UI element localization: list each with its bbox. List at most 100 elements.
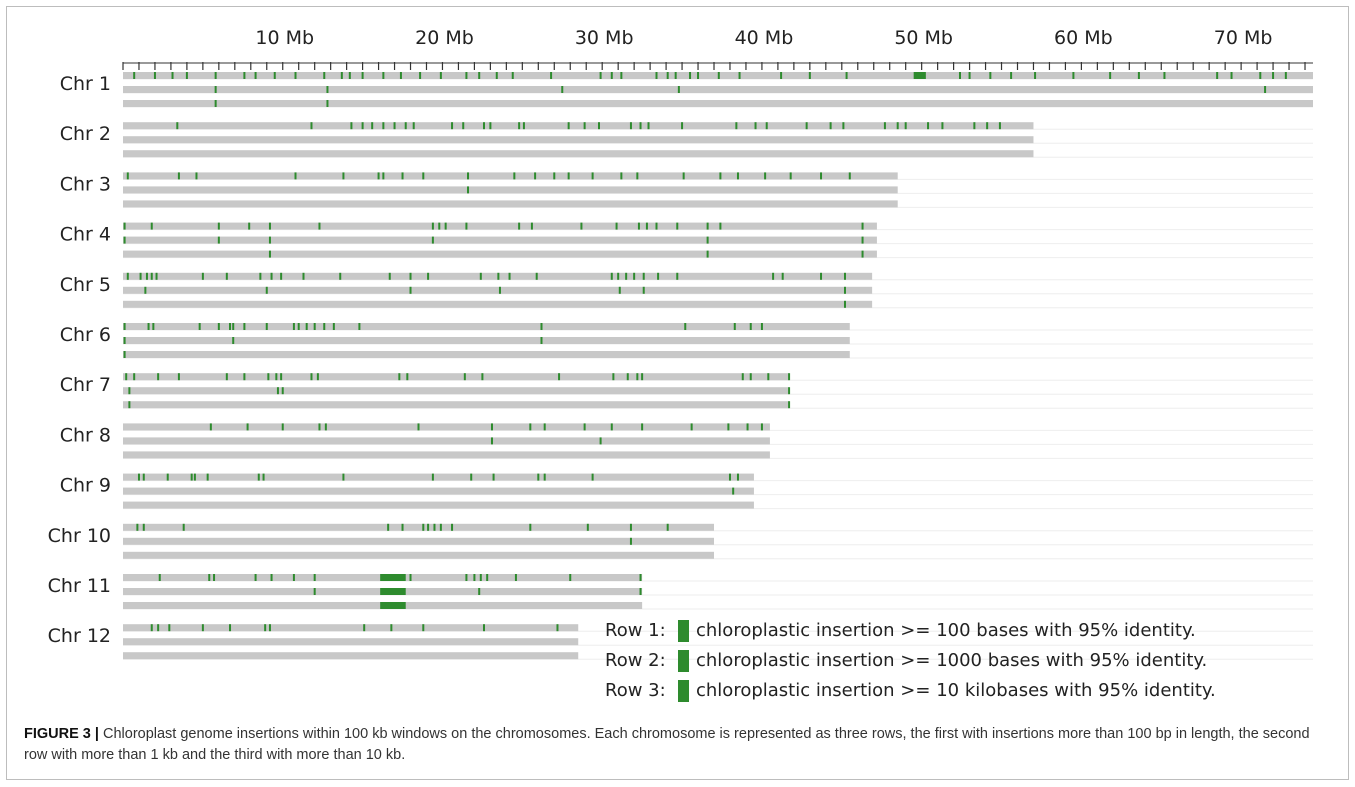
chromosome-group: Chr 7 [60, 373, 1313, 409]
x-axis-tick-label: 60 Mb [1054, 27, 1113, 49]
insertion-mark [625, 272, 628, 280]
insertion-mark [358, 323, 361, 330]
insertion-mark [765, 122, 768, 130]
insertion-mark [361, 72, 364, 79]
insertion-mark [522, 122, 525, 130]
insertion-mark [583, 122, 586, 130]
insertion-mark [324, 423, 327, 431]
chromosome-track-row [123, 186, 898, 194]
insertion-mark [486, 574, 489, 581]
insertion-mark [986, 122, 989, 130]
legend: Row 1: chloroplastic insertion >= 100 bas… [605, 620, 1216, 702]
insertion-mark [190, 473, 193, 481]
insertion-mark [318, 423, 321, 431]
insertion-mark [208, 574, 211, 581]
insertion-mark [612, 373, 615, 381]
insertion-mark [518, 122, 521, 130]
insertion-mark [647, 122, 650, 130]
x-axis: 10 Mb 20 Mb 30 Mb 40 Mb 50 Mb 60 Mb 70 Mb [122, 27, 1313, 70]
chromosome-track-row [123, 652, 579, 660]
insertion-mark [490, 437, 493, 445]
insertion-mark [767, 373, 770, 381]
insertion-mark [553, 172, 556, 180]
insertion-mark [265, 286, 268, 294]
insertion-mark [363, 624, 366, 632]
insertion-mark [243, 373, 246, 381]
insertion-mark [393, 122, 396, 130]
chromosome-group: Chr 3 [60, 172, 1313, 208]
insertion-mark [639, 574, 642, 581]
insertion-mark [150, 624, 153, 632]
insertion-mark [150, 272, 153, 280]
insertion-mark [706, 250, 709, 258]
insertion-mark [168, 624, 171, 632]
insertion-mark [482, 122, 485, 130]
chromosome-track-row [123, 638, 579, 646]
chromosome-track-row [123, 86, 1313, 93]
insertion-mark [133, 72, 136, 79]
insertion-mark [1284, 72, 1287, 79]
insertion-mark [451, 122, 454, 130]
insertion-mark [580, 222, 583, 230]
insertion-mark [417, 423, 420, 431]
insertion-mark [655, 72, 658, 79]
insertion-mark [478, 72, 481, 79]
insertion-mark [270, 272, 273, 280]
insertion-mark [706, 236, 709, 244]
insertion-mark [217, 222, 220, 230]
insertion-mark [550, 72, 553, 79]
insertion-mark [431, 236, 434, 244]
insertion-mark [567, 172, 570, 180]
insertion-mark [150, 222, 153, 230]
insertion-mark [543, 473, 546, 481]
insertion-mark [927, 122, 930, 130]
insertion-mark [732, 487, 735, 495]
chromosome-track-chart: 10 Mb 20 Mb 30 Mb 40 Mb 50 Mb 60 Mb 70 Mb Chr … [48, 27, 1313, 702]
insertion-mark [861, 250, 864, 258]
insertion-mark [478, 588, 481, 595]
chromosome-group: Chr 12 [48, 624, 1313, 660]
insertion-mark [514, 574, 517, 581]
insertion-mark [185, 72, 188, 79]
insertion-mark [479, 272, 482, 280]
insertion-mark [232, 323, 235, 330]
insertion-mark [556, 624, 559, 632]
insertion-mark [398, 373, 401, 381]
insertion-mark [781, 272, 784, 280]
chromosome-group: Chr 5 [60, 272, 1313, 309]
insertion-block [380, 574, 406, 581]
insertion-mark [973, 122, 976, 130]
chromosome-group: Chr 2 [60, 122, 1313, 158]
chromosome-track-row [123, 323, 850, 330]
insertion-mark [323, 72, 326, 79]
chromosome-track-row [123, 136, 1034, 144]
insertion-mark [473, 574, 476, 581]
chromosome-label: Chr 11 [48, 575, 111, 597]
insertion-mark [201, 624, 204, 632]
insertion-mark [259, 272, 262, 280]
insertion-mark [829, 122, 832, 130]
insertion-mark [387, 523, 390, 531]
insertion-mark [201, 272, 204, 280]
insertion-mark [409, 574, 412, 581]
insertion-mark [123, 351, 126, 358]
insertion-mark [690, 423, 693, 431]
insertion-mark [843, 286, 846, 294]
insertion-mark [123, 337, 126, 344]
insertion-mark [439, 523, 442, 531]
insertion-mark [543, 423, 546, 431]
chromosome-track-row [123, 473, 754, 481]
insertion-mark [382, 122, 385, 130]
insertion-mark [281, 423, 284, 431]
insertion-mark [313, 574, 316, 581]
insertion-mark [591, 172, 594, 180]
legend-row-text: chloroplastic insertion >= 100 bases wit… [696, 620, 1196, 641]
insertion-mark [147, 323, 150, 330]
insertion-mark [655, 222, 658, 230]
insertion-mark [257, 473, 260, 481]
insertion-mark [591, 473, 594, 481]
insertion-mark [848, 172, 851, 180]
insertion-mark [641, 373, 644, 381]
insertion-mark [728, 473, 731, 481]
insertion-mark [534, 172, 537, 180]
